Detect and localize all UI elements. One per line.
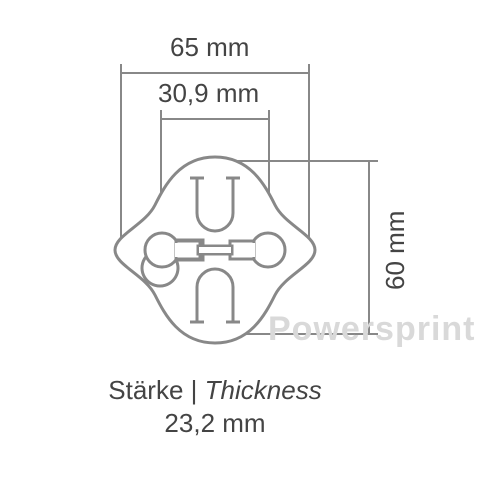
width-outer-line [120,72,310,74]
thickness-label-en: Thickness [205,375,322,405]
thickness-label-de: Stärke [108,375,183,405]
diagram-stage: 65 mm 30,9 mm 60 mm [0,0,500,500]
height-label: 60 mm [380,211,411,290]
thickness-label: Stärke | Thickness [65,375,365,406]
thickness-value: 23,2 mm [65,408,365,439]
width-inner-line [160,118,270,120]
width-outer-label: 65 mm [170,32,249,63]
width-inner-label: 30,9 mm [158,78,259,109]
separator: | [191,375,205,405]
thickness-block: Stärke | Thickness 23,2 mm [65,375,365,439]
watermark: Powersprint [268,310,475,349]
height-line [368,160,370,335]
